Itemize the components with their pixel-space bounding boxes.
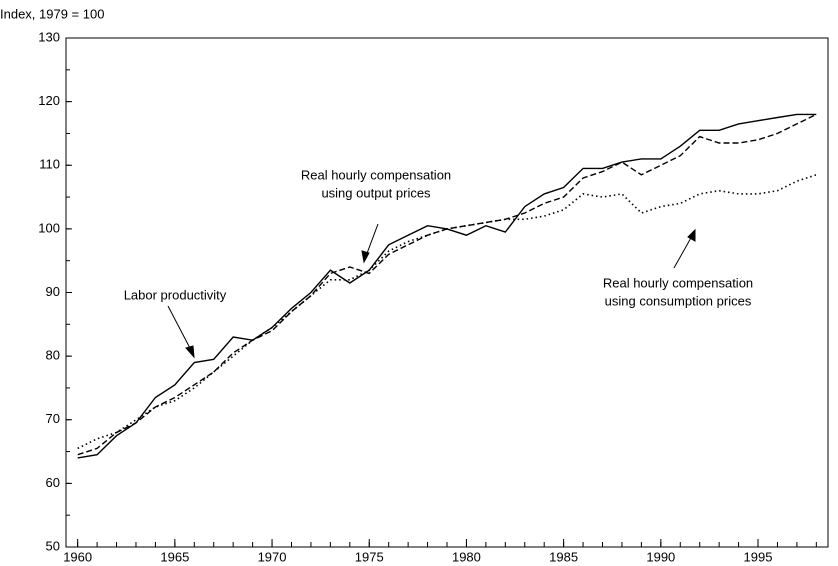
y-tick-label: 100 [38,220,60,235]
arrow-head [361,250,370,264]
series-line [77,174,817,450]
x-tick-label: 1995 [744,549,773,564]
arrow [167,305,193,353]
arrow-head [687,228,696,242]
annotation: Real hourly compensation [603,275,753,290]
arrow [365,223,379,257]
y-tick-label: 50 [46,538,60,553]
arrow-head [185,345,195,359]
y-tick-label: 130 [38,29,60,44]
arrow [673,235,693,269]
y-tick-label: 60 [46,475,60,490]
y-tick-label: 110 [39,157,60,172]
y-axis-label: Index, 1979 = 100 [0,6,104,21]
annotation: Labor productivity [124,287,227,302]
annotation: using consumption prices [605,293,752,308]
annotation: using output prices [321,185,431,200]
x-tick-label: 1985 [549,549,578,564]
y-tick-label: 70 [46,411,60,426]
x-tick-label: 1980 [452,549,481,564]
x-tick-label: 1990 [646,549,675,564]
x-tick-label: 1965 [160,549,189,564]
x-tick-label: 1970 [258,549,287,564]
y-tick-label: 90 [46,284,60,299]
x-tick-label: 1975 [355,549,384,564]
annotation: Real hourly compensation [301,167,451,182]
annotation-arrows [167,223,696,359]
x-tick-label: 1960 [63,549,92,564]
y-tick-label: 120 [38,93,60,108]
y-tick-label: 80 [46,348,60,363]
